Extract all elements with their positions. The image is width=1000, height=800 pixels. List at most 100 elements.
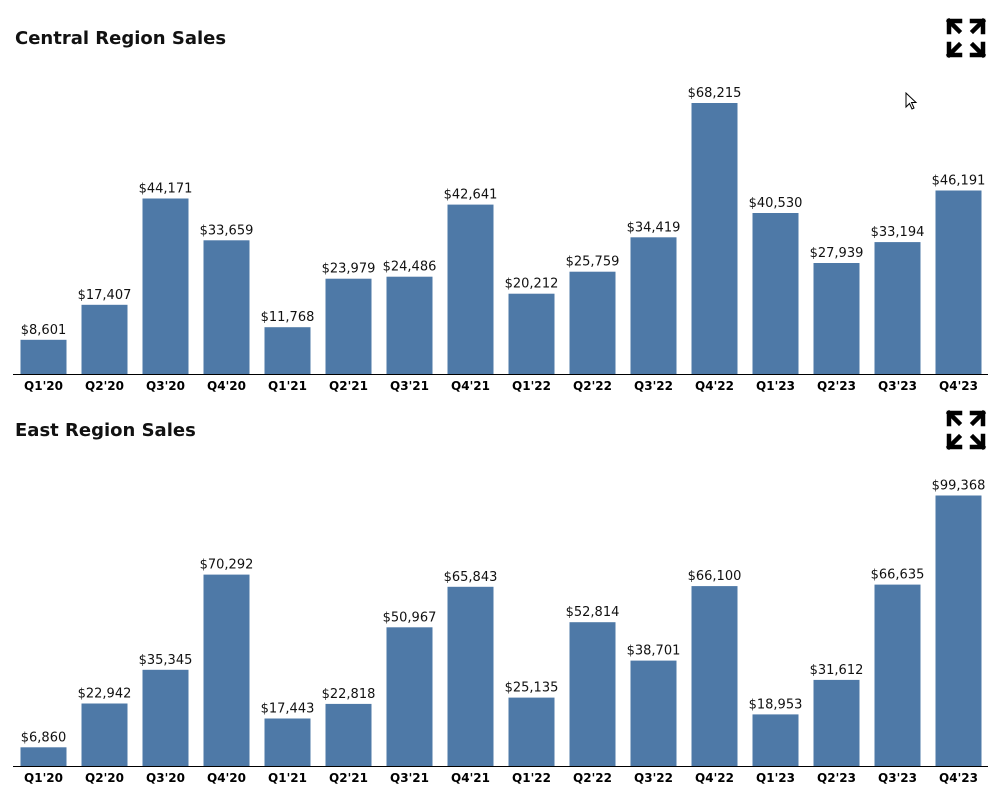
- bar[interactable]: [508, 697, 555, 766]
- x-tick-label: Q4'20: [207, 379, 246, 392]
- bar[interactable]: [203, 574, 250, 766]
- x-tick-label: Q3'21: [390, 771, 429, 784]
- bar-value-label: $6,860: [21, 730, 67, 745]
- x-tick-label: Q3'22: [634, 379, 673, 392]
- bar[interactable]: [447, 204, 494, 374]
- bar[interactable]: [691, 586, 738, 766]
- bar-value-label: $65,843: [444, 570, 498, 585]
- x-tick-label: Q1'21: [268, 771, 307, 784]
- bar-value-label: $22,942: [78, 687, 132, 702]
- bar[interactable]: [20, 339, 67, 374]
- bar-value-label: $40,530: [749, 196, 803, 211]
- bar-value-label: $46,191: [932, 174, 986, 189]
- bar-value-label: $24,486: [383, 260, 437, 275]
- x-tick-label: Q2'20: [85, 771, 124, 784]
- bar[interactable]: [691, 103, 738, 374]
- x-tick-label: Q2'22: [573, 379, 612, 392]
- bar-value-label: $18,953: [749, 697, 803, 712]
- bar[interactable]: [508, 293, 555, 374]
- x-tick-label: Q2'23: [817, 379, 856, 392]
- bar[interactable]: [81, 703, 128, 767]
- bar[interactable]: [81, 304, 128, 374]
- x-tick-label: Q4'21: [451, 771, 490, 784]
- bar-value-label: $33,194: [871, 225, 925, 240]
- chart-title: Central Region Sales: [15, 28, 227, 49]
- bar[interactable]: [569, 622, 616, 766]
- bar[interactable]: [935, 495, 982, 767]
- bar-value-label: $42,641: [444, 188, 498, 203]
- bar[interactable]: [325, 703, 372, 766]
- bar[interactable]: [630, 660, 677, 766]
- x-tick-label: Q1'20: [24, 379, 63, 392]
- expand-button[interactable]: [945, 409, 987, 451]
- bar-value-label: $25,135: [505, 681, 559, 696]
- expand-icon: [945, 17, 987, 59]
- x-tick-label: Q3'21: [390, 379, 429, 392]
- bar-value-label: $68,215: [688, 86, 742, 101]
- bar[interactable]: [325, 278, 372, 374]
- bar[interactable]: [630, 237, 677, 374]
- bar-value-label: $17,407: [78, 288, 132, 303]
- bar-value-label: $11,768: [261, 310, 315, 325]
- bar-value-label: $31,612: [810, 663, 864, 678]
- bar-value-label: $70,292: [200, 558, 254, 573]
- bar-value-label: $34,419: [627, 220, 681, 235]
- bar[interactable]: [874, 584, 921, 766]
- bar[interactable]: [20, 747, 67, 766]
- bar-value-label: $99,368: [932, 479, 986, 494]
- x-tick-label: Q3'20: [146, 771, 185, 784]
- bar-value-label: $66,100: [688, 569, 742, 584]
- x-tick-label: Q3'22: [634, 771, 673, 784]
- bar-chart: $8,601 Q1'20 $17,407 Q2'20 $44,171 Q3'20 $33,6…: [13, 86, 988, 392]
- bar[interactable]: [447, 586, 494, 766]
- bar-value-label: $8,601: [21, 323, 67, 338]
- x-tick-label: Q4'21: [451, 379, 490, 392]
- bar-value-label: $22,818: [322, 687, 376, 702]
- bar[interactable]: [569, 271, 616, 374]
- x-tick-label: Q4'20: [207, 771, 246, 784]
- x-tick-label: Q2'23: [817, 771, 856, 784]
- x-tick-label: Q1'22: [512, 771, 551, 784]
- x-tick-label: Q2'21: [329, 771, 368, 784]
- bar[interactable]: [813, 263, 860, 374]
- bar[interactable]: [752, 213, 799, 374]
- bar[interactable]: [386, 627, 433, 766]
- x-tick-label: Q3'23: [878, 379, 917, 392]
- bar-value-label: $35,345: [139, 653, 193, 668]
- x-tick-label: Q1'22: [512, 379, 551, 392]
- bar[interactable]: [386, 276, 433, 374]
- bar-value-label: $17,443: [261, 702, 315, 717]
- x-tick-label: Q2'20: [85, 379, 124, 392]
- bar[interactable]: [203, 240, 250, 374]
- x-tick-label: Q1'20: [24, 771, 63, 784]
- bar-value-label: $33,659: [200, 223, 254, 238]
- x-tick-label: Q4'23: [939, 379, 978, 392]
- bar-value-label: $27,939: [810, 246, 864, 261]
- x-tick-label: Q4'23: [939, 771, 978, 784]
- bar[interactable]: [813, 679, 860, 766]
- bar[interactable]: [935, 190, 982, 375]
- expand-icon: [945, 409, 987, 451]
- bar-value-label: $20,212: [505, 277, 559, 292]
- x-tick-label: Q3'20: [146, 379, 185, 392]
- expand-button[interactable]: [945, 17, 987, 59]
- x-tick-label: Q1'23: [756, 771, 795, 784]
- bar-value-label: $50,967: [383, 610, 437, 625]
- bar[interactable]: [264, 327, 311, 374]
- bar-value-label: $52,814: [566, 605, 620, 620]
- x-tick-label: Q1'23: [756, 379, 795, 392]
- bar-value-label: $66,635: [871, 568, 925, 583]
- bar-chart: $6,860 Q1'20 $22,942 Q2'20 $35,345 Q3'20 $70,2…: [13, 479, 988, 784]
- x-tick-label: Q3'23: [878, 771, 917, 784]
- bar-value-label: $38,701: [627, 644, 681, 659]
- bar[interactable]: [142, 198, 189, 375]
- bar-value-label: $23,979: [322, 262, 376, 277]
- bar[interactable]: [752, 714, 799, 766]
- x-tick-label: Q4'22: [695, 379, 734, 392]
- chart-title: East Region Sales: [15, 420, 196, 441]
- bar[interactable]: [142, 669, 189, 766]
- bar[interactable]: [264, 718, 311, 767]
- bar[interactable]: [874, 242, 921, 374]
- x-tick-label: Q2'22: [573, 771, 612, 784]
- x-tick-label: Q4'22: [695, 771, 734, 784]
